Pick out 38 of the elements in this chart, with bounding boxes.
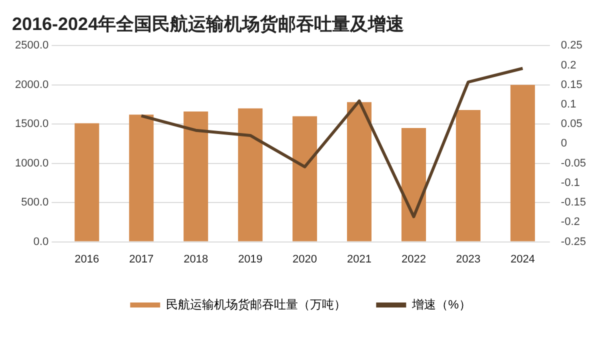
x-tick-label: 2024	[510, 253, 535, 266]
y2-tick-label: -0.2	[560, 216, 580, 228]
bar	[401, 128, 426, 242]
y2-tick-label: 0.15	[560, 78, 582, 91]
y-tick-label: 2500.0	[14, 40, 49, 52]
y-tick-label: 0.0	[33, 236, 49, 248]
x-tick-label: 2022	[401, 253, 426, 266]
x-tick-label: 2020	[292, 253, 318, 266]
y-tick-label: 500.0	[21, 196, 49, 209]
bar	[456, 110, 480, 242]
legend-label: 增速（%）	[411, 297, 471, 312]
bar	[184, 112, 208, 242]
bar	[74, 123, 100, 242]
chart-title: 2016-2024年全国民航运输机场货邮吞吐量及增速	[12, 14, 404, 34]
x-tick-label: 2017	[129, 253, 154, 266]
y2-tick-label: -0.25	[560, 236, 586, 248]
y2-tick-label: -0.05	[560, 157, 586, 170]
y-tick-label: 1500.0	[14, 118, 49, 130]
y2-tick-label: 0.05	[560, 118, 582, 130]
x-tick-label: 2023	[456, 253, 480, 266]
y2-tick-label: -0.15	[560, 196, 586, 209]
bar	[510, 84, 535, 242]
x-tick-label: 2018	[184, 253, 208, 266]
x-tick-label: 2021	[347, 253, 372, 266]
y2-tick-label: 0.25	[560, 40, 582, 52]
x-tick-label: 2016	[74, 253, 100, 266]
y-tick-label: 1000.0	[14, 157, 49, 170]
y-tick-label: 2000.0	[14, 78, 49, 91]
y2-tick-label: 0	[560, 138, 568, 150]
bar	[238, 108, 263, 242]
bar	[347, 102, 372, 242]
y2-tick-label: 0.1	[560, 98, 576, 110]
legend-label: 民航运输机场货邮吞吐量（万吨）	[166, 297, 346, 312]
bar	[129, 114, 154, 242]
y2-tick-label: -0.1	[560, 176, 580, 189]
bar	[292, 116, 318, 242]
x-tick-label: 2019	[238, 253, 263, 266]
y2-tick-label: 0.2	[560, 59, 576, 72]
